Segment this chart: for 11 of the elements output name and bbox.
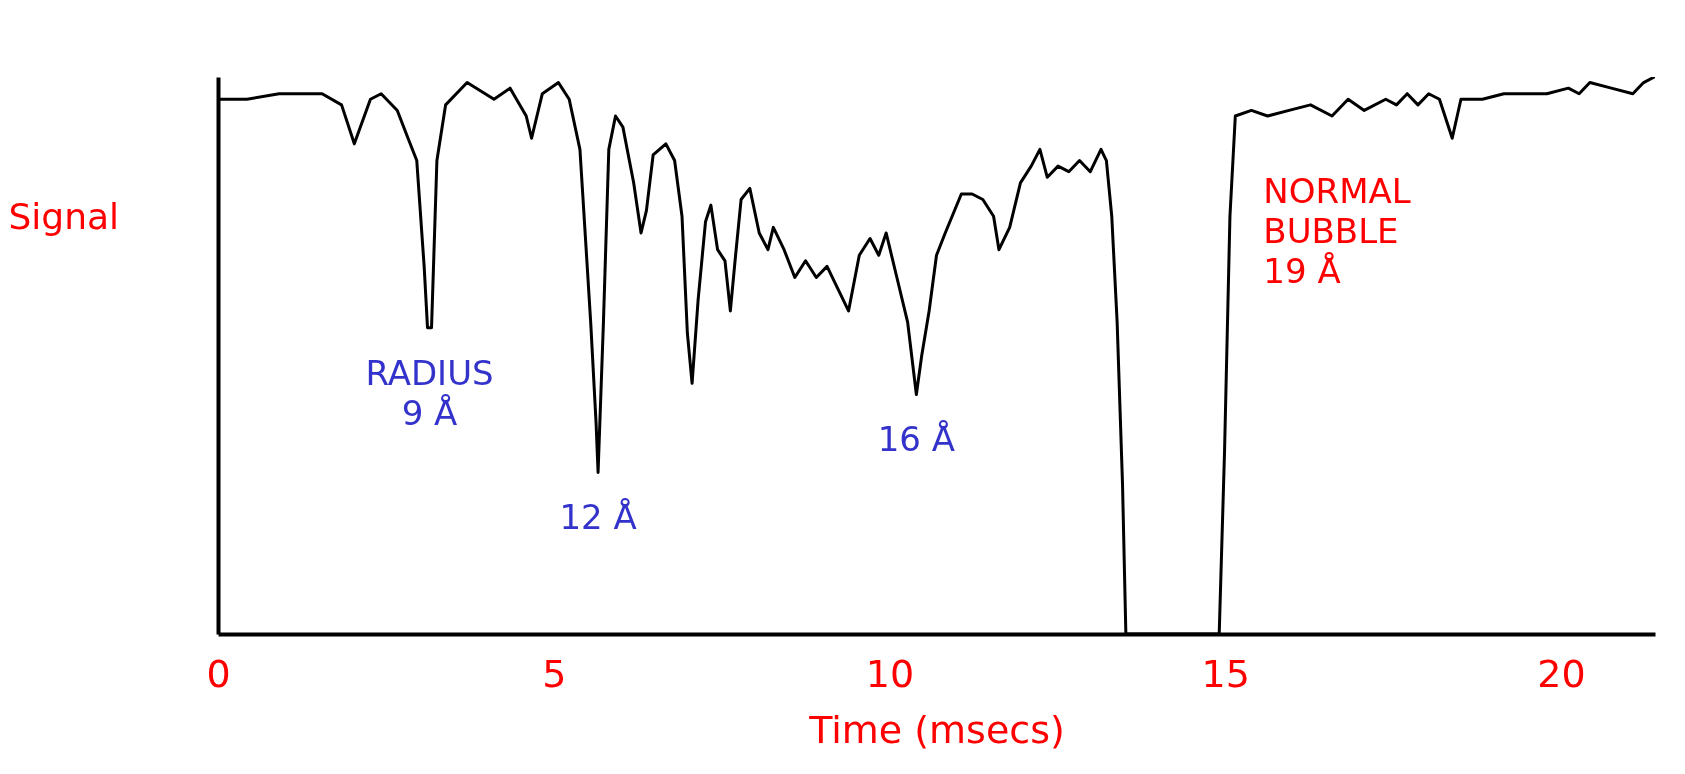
annotation: 12 Å xyxy=(559,497,637,538)
x-tick-label: 10 xyxy=(865,651,915,696)
x-axis-title: Time (msecs) xyxy=(808,707,1065,752)
annotation: NORMAL BUBBLE 19 Å xyxy=(1263,170,1411,291)
annotation: RADIUS 9 Å xyxy=(365,352,494,433)
x-tick-label: 0 xyxy=(206,651,231,696)
y-axis-title: Signal xyxy=(8,195,120,237)
x-tick-label: 15 xyxy=(1201,651,1250,696)
x-tick-label: 20 xyxy=(1537,651,1586,696)
annotation: 16 Å xyxy=(877,419,956,460)
x-tick-label: 5 xyxy=(542,651,567,696)
